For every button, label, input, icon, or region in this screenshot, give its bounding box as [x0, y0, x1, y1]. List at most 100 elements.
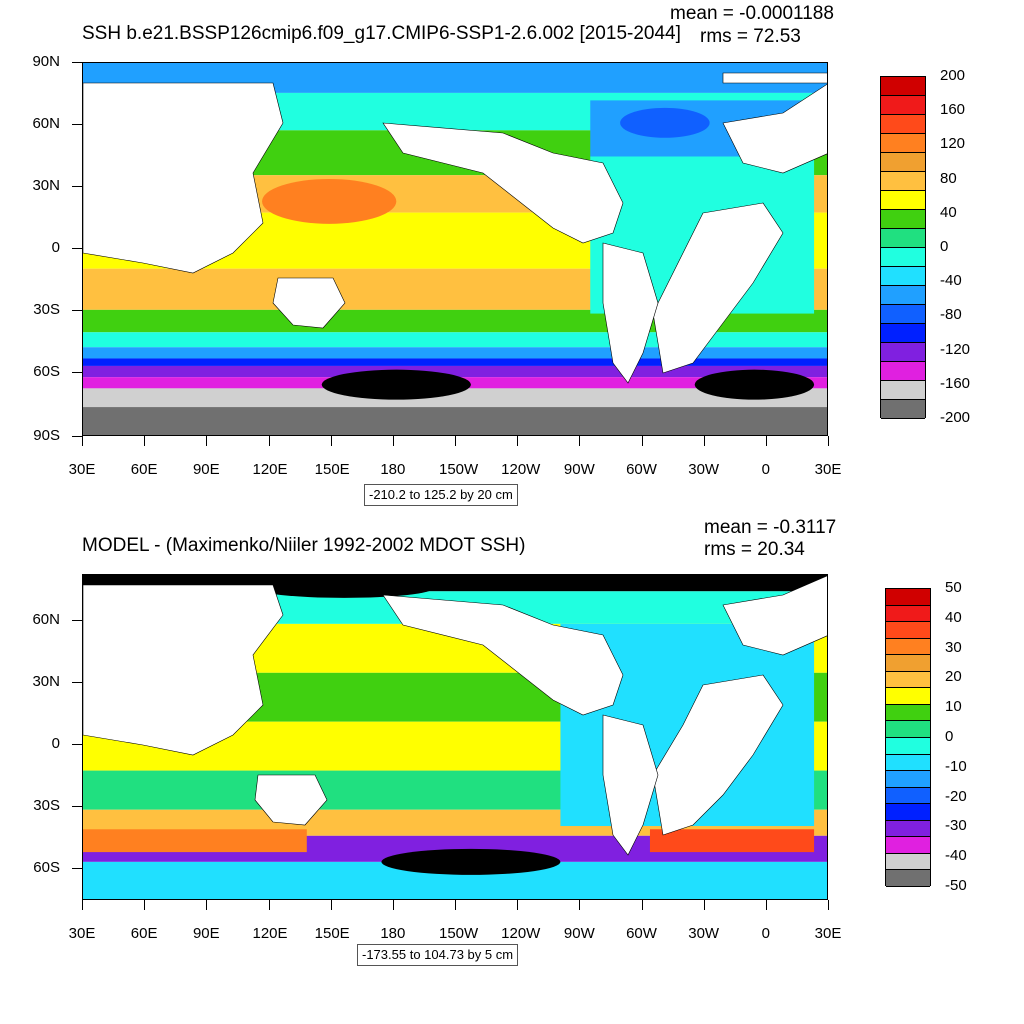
- longitude-tick-mark: [828, 436, 829, 446]
- antarctic-low: [321, 369, 471, 400]
- longitude-tick-mark: [517, 436, 519, 446]
- ssh-difference-map: [83, 575, 827, 899]
- colorbar-tick-label: -40: [945, 847, 967, 865]
- colorbar-swatch: [886, 638, 930, 656]
- antarctic-low: [694, 369, 815, 400]
- colorbar-tick-label: 30: [945, 638, 962, 656]
- latitude-tick-label: 60S: [33, 363, 60, 380]
- colorbar-swatch: [881, 210, 925, 229]
- colorbar-swatch: [886, 704, 930, 722]
- colorbar-swatch: [881, 229, 925, 248]
- latitude-tick-label: 90N: [32, 53, 60, 70]
- longitude-tick-label: 150E: [314, 461, 350, 478]
- latitude-tick-mark: [72, 620, 82, 621]
- colorbar-swatch: [881, 400, 925, 419]
- colorbar-tick-label: 40: [940, 203, 957, 221]
- arctic-land: [722, 72, 827, 84]
- subpolar-gyre: [620, 107, 710, 138]
- rms-label: rms = 20.34: [704, 539, 805, 560]
- latitude-tick-mark: [72, 744, 82, 745]
- longitude-tick-mark: [392, 436, 394, 446]
- colorbar-swatch: [881, 362, 925, 381]
- colorbar-swatch: [886, 738, 930, 755]
- colorbar-tick-label: 120: [940, 135, 966, 153]
- colorbar: [885, 588, 931, 887]
- colorbar-tick-label: -20: [945, 787, 967, 805]
- colorbar-swatch: [881, 248, 925, 267]
- antarctic-low: [381, 848, 561, 875]
- longitude-tick-label: 150W: [439, 925, 479, 942]
- latitude-tick-mark: [72, 372, 82, 373]
- longitude-tick-label: 0: [761, 925, 770, 942]
- colorbar-swatch: [881, 343, 925, 362]
- longitude-tick-mark: [703, 900, 705, 910]
- longitude-tick-label: 30W: [688, 461, 720, 478]
- colorbar-tick-label: -200: [940, 409, 971, 426]
- colorbar-tick-label: -80: [940, 306, 962, 324]
- panel-title: SSH b.e21.BSSP126cmip6.f09_g17.CMIP6-SSP…: [82, 23, 681, 44]
- australia-land: [254, 774, 328, 826]
- latitude-tick-label: 60N: [32, 611, 60, 628]
- colorbar-swatch: [881, 286, 925, 305]
- latitude-tick-label: 30N: [32, 177, 60, 194]
- longitude-tick-label: 30E: [814, 461, 842, 478]
- colorbar-swatch: [881, 77, 925, 96]
- field-band: [83, 332, 827, 348]
- colorbar-swatch: [886, 655, 930, 672]
- north-america-land: [382, 594, 624, 716]
- colorbar-tick-label: -120: [940, 340, 971, 358]
- colorbar-swatch: [886, 688, 930, 705]
- field-band: [83, 347, 827, 359]
- colorbar-tick-label: 160: [940, 101, 966, 119]
- longitude-tick-mark: [641, 436, 643, 446]
- longitude-tick-label: 120E: [252, 925, 288, 942]
- ssh-map-panel: SSH b.e21.BSSP126cmip6.f09_g17.CMIP6-SSP…: [32, 3, 971, 506]
- longitude-tick-mark: [579, 900, 581, 910]
- latitude-tick-mark: [72, 310, 82, 311]
- latitude-tick-label: 90S: [33, 427, 60, 444]
- colorbar-tick-label: 0: [945, 728, 954, 745]
- north-america-land: [382, 122, 624, 244]
- longitude-tick-mark: [579, 436, 581, 446]
- model-diff-map-panel: MODEL - (Maximenko/Niiler 1992-2002 MDOT…: [0, 512, 1024, 1024]
- colorbar-tick-label: 40: [945, 608, 962, 626]
- latitude-tick-mark: [72, 186, 82, 187]
- map-frame: [82, 62, 828, 436]
- colorbar-swatch: [881, 153, 925, 172]
- south-america-land: [602, 714, 659, 856]
- south-america-land: [602, 242, 659, 384]
- longitude-tick-label: 120E: [252, 461, 288, 478]
- longitude-tick-mark: [144, 900, 146, 910]
- longitude-tick-label: 150E: [314, 925, 350, 942]
- colorbar-swatch: [886, 771, 930, 788]
- longitude-tick-label: 60E: [130, 925, 158, 942]
- longitude-tick-mark: [330, 436, 332, 446]
- mean-label: mean = -0.0001188: [670, 3, 834, 24]
- colorbar-tick-label: 20: [945, 668, 962, 686]
- colorbar-tick-label: -160: [940, 374, 971, 392]
- longitude-tick-label: 90W: [563, 461, 595, 478]
- longitude-tick-mark: [641, 900, 643, 910]
- longitude-tick-mark: [82, 900, 83, 910]
- colorbar-swatch: [886, 605, 930, 623]
- field-band: [83, 407, 827, 435]
- rms-label: rms = 72.53: [700, 26, 801, 47]
- longitude-tick-label: 180: [380, 461, 406, 478]
- longitude-tick-mark: [455, 436, 456, 446]
- ssh-field-map: [83, 63, 827, 435]
- colorbar-tick-label: 80: [940, 169, 957, 187]
- colorbar-swatch: [886, 837, 930, 854]
- colorbar-swatch: [886, 721, 930, 738]
- colorbar-tick-label: -10: [945, 757, 967, 775]
- longitude-tick-label: 30E: [68, 461, 96, 478]
- indian-ocean-high: [83, 829, 307, 853]
- africa-south-land: [652, 674, 784, 836]
- europe-land: [722, 83, 827, 174]
- latitude-tick-mark: [72, 124, 82, 125]
- colorbar-swatch: [886, 853, 930, 871]
- colorbar-swatch: [886, 754, 930, 772]
- longitude-tick-label: 60W: [626, 461, 657, 478]
- colorbar-swatch: [881, 134, 925, 153]
- colorbar-swatch: [881, 191, 925, 210]
- colorbar-swatch: [881, 381, 925, 400]
